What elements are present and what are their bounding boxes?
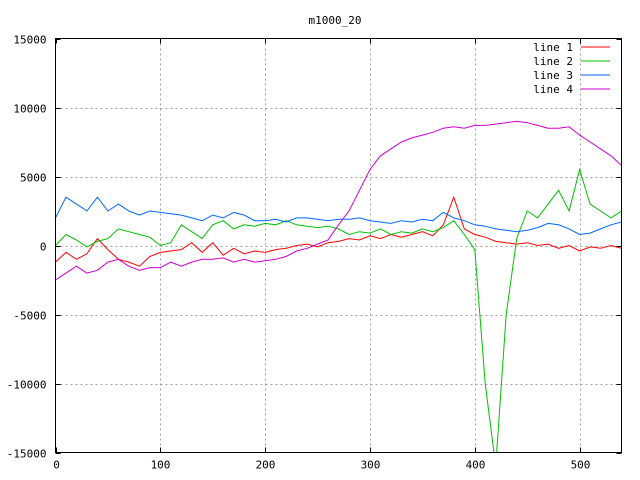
series-lines	[55, 120, 622, 453]
chart-title: m1000_20	[309, 14, 362, 27]
legend-label: line 3	[533, 69, 573, 82]
y-tick-label: -5000	[13, 310, 46, 323]
y-tick-label: 5000	[20, 172, 47, 185]
legend-label: line 1	[533, 41, 573, 54]
y-tick-label: -15000	[7, 448, 47, 461]
y-tick-label: 15000	[13, 34, 46, 47]
y-tick-label: 10000	[13, 103, 46, 116]
series-line-1	[55, 195, 622, 267]
axis-ticks: 0 100 200 300 400 500 -15000 -10000 -5000 0 5000 10…	[7, 34, 622, 472]
legend-label: line 2	[533, 55, 573, 68]
x-tick-label: 400	[466, 459, 486, 472]
plot-frame	[55, 38, 622, 453]
x-tick-label: 300	[361, 459, 381, 472]
series-line-3	[55, 196, 622, 236]
x-tick-label: 0	[53, 459, 60, 472]
grid	[55, 38, 622, 453]
x-tick-label: 500	[571, 459, 591, 472]
series-line-2	[55, 167, 622, 453]
series-line-4	[55, 120, 622, 281]
x-tick-label: 200	[256, 459, 276, 472]
x-tick-label: 100	[151, 459, 171, 472]
y-tick-label: 0	[40, 241, 47, 254]
legend-label: line 4	[533, 83, 573, 96]
y-tick-label: -10000	[7, 379, 47, 392]
